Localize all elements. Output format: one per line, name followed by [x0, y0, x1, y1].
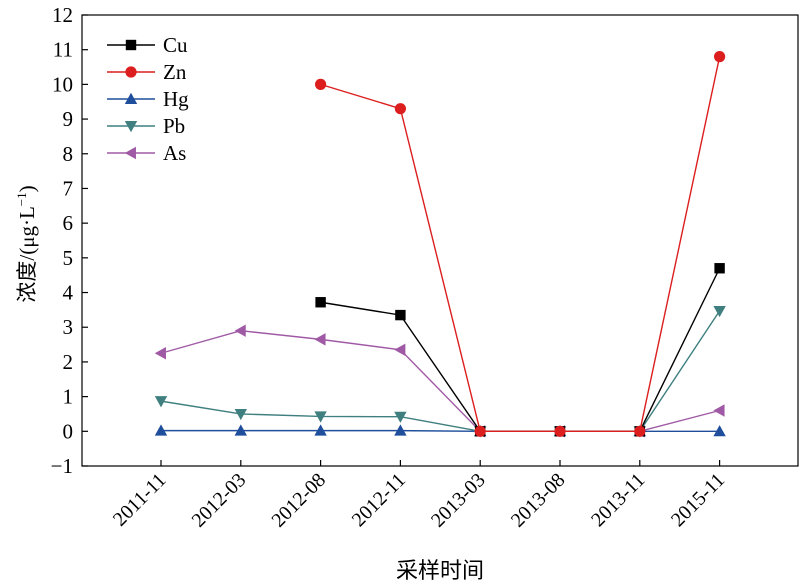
plot-border — [81, 14, 799, 467]
y-axis-title-end: ) — [15, 185, 39, 192]
x-tick-label: 2013-08 — [507, 469, 570, 532]
legend-as-label: As — [163, 141, 186, 165]
series-cu-point — [395, 309, 406, 321]
y-tick-label: 7 — [63, 176, 74, 200]
y-tick-label: 3 — [63, 315, 74, 339]
series-pb-point — [154, 396, 168, 408]
y-tick-label: 9 — [63, 107, 74, 131]
series-zn-point — [474, 425, 486, 437]
x-tick-label: 2013-03 — [427, 469, 490, 532]
legend-item-cu: Cu — [107, 33, 188, 57]
legend-item-pb: Pb — [107, 114, 185, 138]
series-zn-point — [554, 425, 566, 437]
legend-hg-label: Hg — [163, 87, 189, 111]
legend-item-hg: Hg — [107, 87, 189, 111]
series-cu — [315, 263, 725, 437]
series-pb — [154, 305, 726, 438]
series-pb-point — [713, 305, 726, 318]
series-hg-point — [394, 424, 407, 436]
series-pb-point — [394, 411, 407, 423]
y-axis-title: 浓度/(μg·L−1) — [14, 185, 39, 302]
legend-cu-label: Cu — [163, 33, 188, 57]
x-axis-title: 采样时间 — [396, 558, 484, 583]
series-zn-point — [634, 425, 646, 437]
y-tick-label: 12 — [52, 3, 73, 27]
series-hg-point — [234, 424, 247, 436]
x-tick-label: 2013-11 — [587, 469, 649, 531]
series-hg-point — [713, 425, 726, 437]
x-tick-label: 2011-11 — [109, 469, 171, 531]
series-as-point — [234, 324, 246, 337]
series-zn-line — [320, 56, 721, 433]
y-axis-title-superscript: −1 — [14, 192, 29, 206]
series-hg-point — [154, 424, 168, 436]
series-as-point — [713, 404, 725, 417]
series-as-point — [154, 347, 166, 360]
series-as-point — [314, 333, 326, 346]
x-tick-label: 2012-08 — [267, 469, 330, 532]
series-as — [154, 324, 725, 438]
y-tick-label: −1 — [51, 454, 73, 478]
series-hg-point — [314, 424, 327, 436]
series-pb-point — [234, 409, 247, 421]
legend-hg-marker — [124, 92, 138, 104]
series-zn — [315, 51, 726, 437]
series-as-point — [394, 343, 406, 356]
legend-pb-label: Pb — [163, 114, 185, 138]
series-cu-point — [714, 263, 725, 274]
series-pb-point — [314, 411, 327, 423]
series-cu-point — [315, 297, 326, 308]
y-tick-label: 5 — [63, 246, 74, 270]
y-tick-label: 4 — [63, 281, 74, 305]
x-tick-label: 2015-11 — [667, 469, 729, 531]
series-zn-point — [315, 78, 327, 90]
y-tick-label: 11 — [53, 38, 73, 62]
y-tick-label: 0 — [63, 419, 74, 443]
legend-zn-label: Zn — [163, 60, 187, 84]
legend-pb-marker — [124, 121, 138, 133]
legend-item-as: As — [107, 141, 186, 165]
y-tick-label: 2 — [63, 350, 74, 374]
series-zn-point — [714, 51, 726, 63]
series-as-line — [160, 329, 720, 433]
legend-cu-marker — [125, 39, 137, 51]
legend: Cu Zn Hg Pb As — [107, 33, 189, 165]
legend-item-zn: Zn — [107, 60, 187, 84]
series-zn-point — [394, 103, 406, 115]
legend-zn-marker — [125, 66, 137, 78]
y-tick-label: 8 — [63, 142, 74, 166]
y-axis-title-main: 浓度/(μg·L — [15, 206, 39, 302]
series-layer — [154, 51, 726, 438]
y-tick-label: 1 — [63, 385, 74, 409]
y-tick-label: 10 — [52, 72, 73, 96]
y-tick-label: 6 — [63, 211, 74, 235]
plot-frame — [81, 14, 799, 467]
x-tick-label: 2012-11 — [348, 469, 410, 531]
series-cu-line — [320, 267, 721, 433]
legend-as-marker — [124, 146, 136, 160]
x-axis: 2011-11 2012-03 2012-08 2012-11 2013-03 2013-… — [109, 460, 729, 532]
x-tick-label: 2012-03 — [188, 469, 251, 532]
